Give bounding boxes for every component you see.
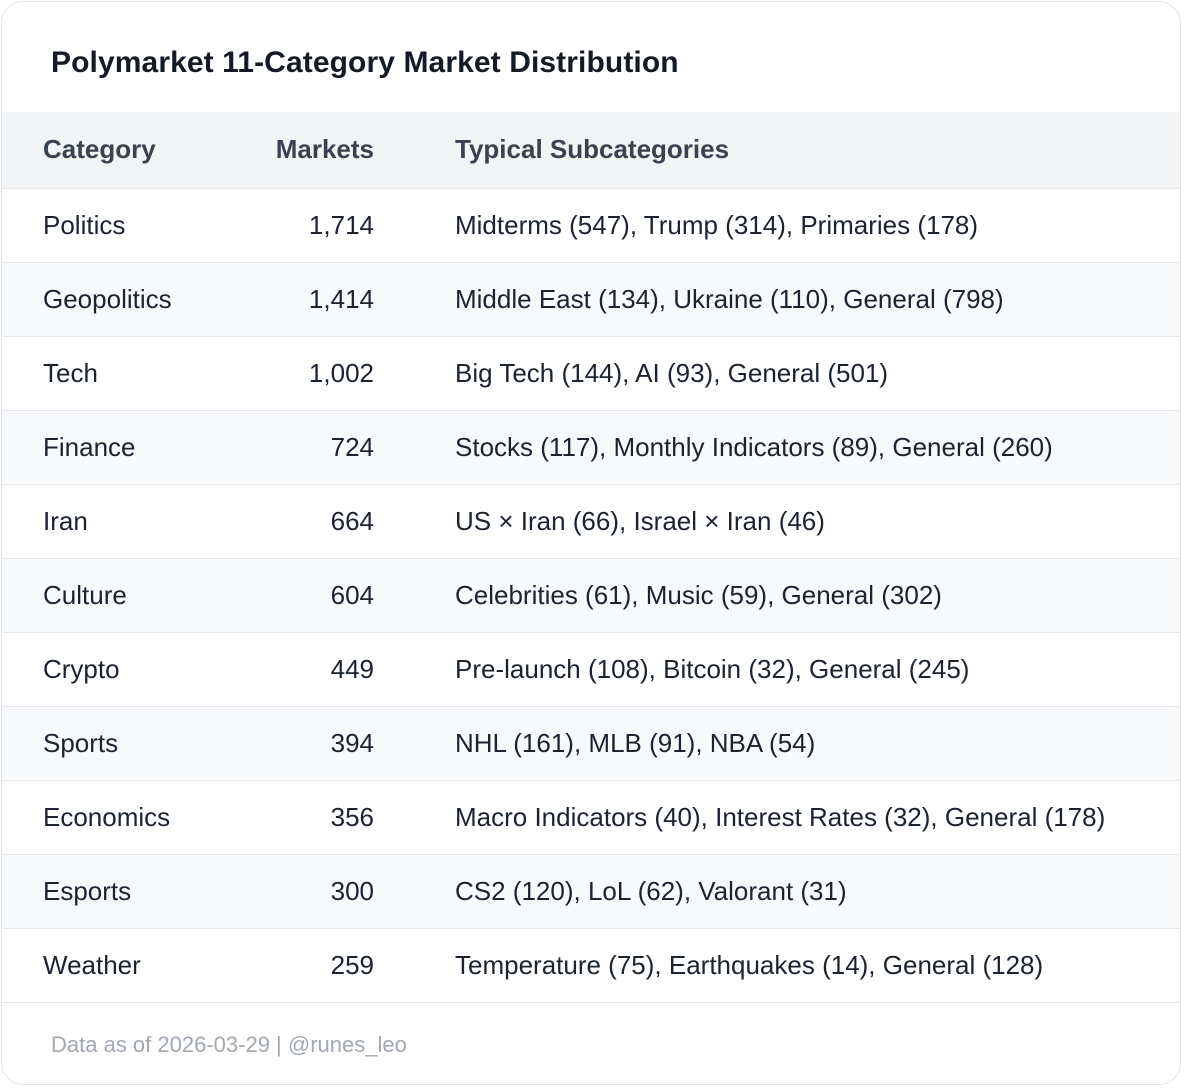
page-title: Polymarket 11-Category Market Distributi… [51, 46, 679, 79]
category-cell: Tech [2, 336, 213, 411]
category-cell: Esports [2, 854, 213, 929]
table-header: Category Markets Typical Subcategories [2, 112, 1180, 189]
table-row: Iran 664 US × Iran (66), Israel × Iran (… [2, 484, 1180, 559]
markets-cell: 604 [213, 558, 414, 633]
table-row: Esports 300 CS2 (120), LoL (62), Valoran… [2, 854, 1180, 929]
table-row: Finance 724 Stocks (117), Monthly Indica… [2, 410, 1180, 485]
table-row: Politics 1,714 Midterms (547), Trump (31… [2, 188, 1180, 263]
category-cell: Culture [2, 558, 213, 633]
markets-cell: 449 [213, 632, 414, 707]
category-cell: Crypto [2, 632, 213, 707]
table-row: Tech 1,002 Big Tech (144), AI (93), Gene… [2, 336, 1180, 411]
table-row: Weather 259 Temperature (75), Earthquake… [2, 928, 1180, 1003]
subcategories-cell: Temperature (75), Earthquakes (14), Gene… [414, 928, 1180, 1003]
markets-cell: 259 [213, 928, 414, 1003]
markets-cell: 664 [213, 484, 414, 559]
category-table: Category Markets Typical Subcategories P… [2, 112, 1180, 1003]
markets-cell: 1,002 [213, 336, 414, 411]
subcategories-cell: NHL (161), MLB (91), NBA (54) [414, 706, 1180, 781]
header-markets: Markets [213, 112, 414, 189]
markets-cell: 724 [213, 410, 414, 485]
markets-cell: 1,414 [213, 262, 414, 337]
markets-cell: 1,714 [213, 188, 414, 263]
category-cell: Politics [2, 188, 213, 263]
subcategories-cell: Big Tech (144), AI (93), General (501) [414, 336, 1180, 411]
markets-cell: 300 [213, 854, 414, 929]
header-category: Category [2, 112, 213, 189]
subcategories-cell: CS2 (120), LoL (62), Valorant (31) [414, 854, 1180, 929]
header-row: Category Markets Typical Subcategories [2, 112, 1180, 189]
subcategories-cell: Stocks (117), Monthly Indicators (89), G… [414, 410, 1180, 485]
table-body: Politics 1,714 Midterms (547), Trump (31… [2, 188, 1180, 1003]
subcategories-cell: Celebrities (61), Music (59), General (3… [414, 558, 1180, 633]
category-cell: Geopolitics [2, 262, 213, 337]
table-row: Crypto 449 Pre-launch (108), Bitcoin (32… [2, 632, 1180, 707]
table-row: Sports 394 NHL (161), MLB (91), NBA (54) [2, 706, 1180, 781]
category-cell: Iran [2, 484, 213, 559]
table-row: Economics 356 Macro Indicators (40), Int… [2, 780, 1180, 855]
subcategories-cell: US × Iran (66), Israel × Iran (46) [414, 484, 1180, 559]
markets-cell: 356 [213, 780, 414, 855]
markets-cell: 394 [213, 706, 414, 781]
category-cell: Weather [2, 928, 213, 1003]
footer-note: Data as of 2026-03-29 | @runes_leo [51, 1032, 407, 1057]
subcategories-cell: Macro Indicators (40), Interest Rates (3… [414, 780, 1180, 855]
category-cell: Sports [2, 706, 213, 781]
subcategories-cell: Middle East (134), Ukraine (110), Genera… [414, 262, 1180, 337]
category-cell: Finance [2, 410, 213, 485]
subcategories-cell: Midterms (547), Trump (314), Primaries (… [414, 188, 1180, 263]
table-row: Geopolitics 1,414 Middle East (134), Ukr… [2, 262, 1180, 337]
header-subcategories: Typical Subcategories [414, 112, 1180, 189]
table-row: Culture 604 Celebrities (61), Music (59)… [2, 558, 1180, 633]
category-cell: Economics [2, 780, 213, 855]
subcategories-cell: Pre-launch (108), Bitcoin (32), General … [414, 632, 1180, 707]
